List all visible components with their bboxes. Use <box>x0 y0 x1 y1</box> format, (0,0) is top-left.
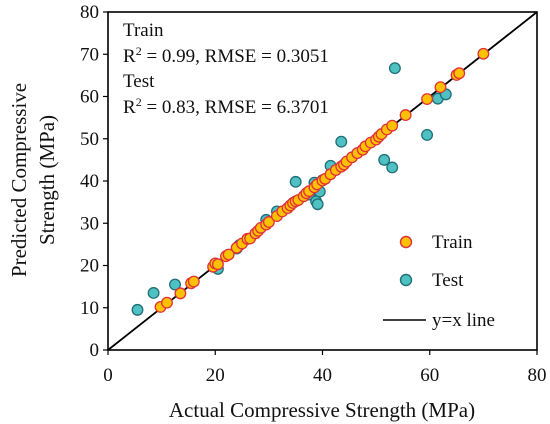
train-point <box>434 81 447 94</box>
y-axis-title-line-1: Predicted Compressive <box>7 83 31 277</box>
test-point <box>147 287 160 299</box>
train-point <box>399 109 412 122</box>
y-tick-label: 30 <box>80 213 99 234</box>
y-tick-label: 10 <box>80 298 99 319</box>
y-tick-label: 80 <box>80 2 99 23</box>
y-axis-title-line-2: Strength (MPa) <box>35 115 59 245</box>
test-point <box>131 303 144 316</box>
x-tick-label: 80 <box>528 365 547 386</box>
test-stats: R2 = 0.83, RMSE = 6.3701 <box>123 95 329 118</box>
train-title: Train <box>123 20 164 41</box>
test-point <box>386 161 399 174</box>
train-point <box>453 67 466 80</box>
x-tick-label: 20 <box>206 365 225 386</box>
train-point <box>187 275 200 288</box>
test-point <box>335 135 348 148</box>
x-tick-label: 0 <box>103 365 113 386</box>
y-tick-label: 50 <box>80 129 99 150</box>
train-point <box>211 258 224 271</box>
x-tick-label: 60 <box>420 365 439 386</box>
plot-layer: 0 20 40 60 80 0 10 20 30 40 50 60 70 80 <box>80 2 547 386</box>
test-point <box>311 198 324 211</box>
train-stats: R2 = 0.99, RMSE = 0.3051 <box>123 44 329 67</box>
test-point <box>421 128 434 141</box>
legend: Train Test y=x line <box>383 232 495 331</box>
test-point <box>169 278 181 291</box>
legend-train-marker <box>399 235 413 249</box>
test-title: Test <box>123 71 155 92</box>
test-point <box>289 175 302 188</box>
test-point <box>378 153 391 166</box>
x-axis-title: Actual Compressive Strength (MPa) <box>169 398 475 422</box>
test-r2-label: R <box>123 97 136 118</box>
y-tick-label: 20 <box>80 256 99 277</box>
train-r2-label: R <box>123 46 136 67</box>
train-point <box>421 93 434 105</box>
train-point <box>386 119 399 132</box>
train-point <box>222 248 235 261</box>
y-tick-label: 40 <box>80 171 99 192</box>
legend-test-label: Test <box>432 270 464 291</box>
test-r2-superscript: 2 <box>136 95 142 109</box>
test-stats-values: = 0.83, RMSE = 6.3701 <box>142 97 329 118</box>
y-tick-label: 60 <box>80 87 99 108</box>
y-tick-label: 0 <box>90 340 100 361</box>
train-r2-superscript: 2 <box>136 44 142 58</box>
legend-line-label: y=x line <box>432 310 495 331</box>
train-point <box>477 47 490 60</box>
legend-test-marker <box>399 273 413 287</box>
y-tick-label: 70 <box>80 44 99 65</box>
train-stats-values: = 0.99, RMSE = 0.3051 <box>142 46 329 67</box>
train-point <box>262 216 275 228</box>
train-point <box>174 287 187 300</box>
test-point <box>388 62 401 75</box>
legend-train-label: Train <box>432 232 473 253</box>
x-tick-label: 40 <box>313 365 332 386</box>
train-point <box>161 296 173 309</box>
